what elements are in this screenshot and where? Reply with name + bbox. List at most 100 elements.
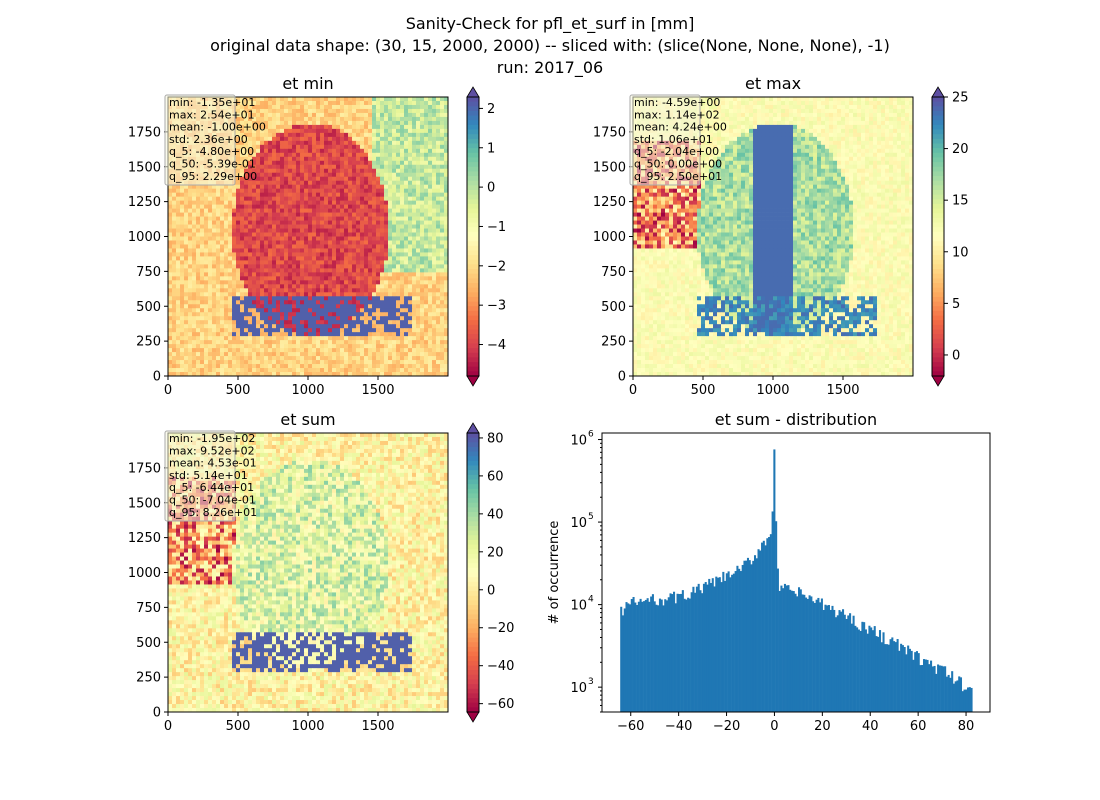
- heatmap-cell: [436, 236, 441, 241]
- heatmap-cell: [252, 140, 257, 146]
- heatmap-cell: [408, 200, 413, 205]
- heatmap-cell: [388, 292, 393, 297]
- heatmap-cell: [392, 188, 397, 194]
- heatmap-cell: [292, 288, 297, 293]
- heatmap-cell: [248, 232, 253, 237]
- heatmap-cell: [344, 152, 349, 158]
- heatmap-cell: [344, 128, 349, 134]
- heatmap-cell: [332, 168, 337, 174]
- heatmap-cell: [176, 268, 181, 273]
- heatmap-cell: [296, 320, 301, 325]
- heatmap-cell: [436, 292, 441, 297]
- heatmap-cell: [316, 188, 321, 194]
- heatmap-cell: [416, 176, 421, 182]
- heatmap-cell: [332, 328, 337, 333]
- heatmap-cell: [308, 260, 313, 265]
- heatmap-cell: [392, 304, 397, 309]
- heatmap-cell: [312, 116, 317, 122]
- heatmap-cell: [416, 224, 421, 229]
- heatmap-cell: [220, 236, 225, 241]
- heatmap-cell: [280, 188, 285, 194]
- heatmap-cell: [364, 308, 369, 313]
- heatmap-cell: [404, 316, 409, 321]
- heatmap-cell: [428, 212, 433, 217]
- heatmap-cell: [244, 348, 249, 353]
- heatmap-cell: [252, 112, 257, 118]
- heatmap-cell: [256, 344, 261, 349]
- heatmap-cell: [440, 252, 445, 257]
- heatmap-cell: [256, 128, 261, 134]
- heatmap-cell: [432, 372, 437, 377]
- heatmap-cell: [252, 160, 257, 166]
- heatmap-cell: [224, 280, 229, 285]
- heatmap-cell: [280, 228, 285, 233]
- heatmap-cell: [280, 240, 285, 245]
- heatmap-cell: [380, 240, 385, 245]
- heatmap-cell: [240, 236, 245, 241]
- heatmap-cell: [252, 176, 257, 182]
- heatmap-cell: [376, 152, 381, 158]
- heatmap-cell: [444, 284, 449, 289]
- heatmap-cell: [240, 124, 245, 130]
- heatmap-cell: [292, 156, 297, 162]
- heatmap-cell: [296, 324, 301, 329]
- heatmap-cell: [296, 248, 301, 253]
- heatmap-cell: [408, 240, 413, 245]
- heatmap-cell: [236, 156, 241, 162]
- heatmap-cell: [280, 304, 285, 309]
- heatmap-cell: [312, 352, 317, 357]
- heatmap-cell: [308, 284, 313, 289]
- heatmap-cell: [408, 232, 413, 237]
- heatmap-cell: [180, 260, 185, 265]
- heatmap-cell: [424, 224, 429, 229]
- heatmap-cell: [344, 192, 349, 197]
- heatmap-cell: [332, 288, 337, 293]
- heatmap-cell: [232, 208, 237, 213]
- heatmap-cell: [364, 320, 369, 325]
- heatmap-cell: [368, 224, 373, 229]
- heatmap-cell: [328, 244, 333, 249]
- heatmap-cell: [428, 208, 433, 213]
- heatmap-cell: [392, 312, 397, 317]
- heatmap-cell: [376, 168, 381, 174]
- heatmap-cell: [284, 316, 289, 321]
- heatmap-cell: [428, 224, 433, 229]
- heatmap-cell: [268, 168, 273, 174]
- heatmap-cell: [332, 232, 337, 237]
- heatmap-cell: [336, 248, 341, 253]
- heatmap-cell: [352, 168, 357, 174]
- heatmap-cell: [296, 112, 301, 118]
- heatmap-cell: [208, 212, 213, 217]
- heatmap-cell: [196, 244, 201, 249]
- heatmap-cell: [400, 108, 405, 114]
- heatmap-cell: [384, 344, 389, 349]
- heatmap-cell: [240, 308, 245, 313]
- heatmap-cell: [332, 176, 337, 182]
- heatmap-cell: [392, 124, 397, 130]
- heatmap-cell: [340, 268, 345, 273]
- heatmap-cell: [200, 248, 205, 253]
- heatmap-cell: [436, 260, 441, 265]
- colorbar-segment: [467, 106, 479, 112]
- heatmap-cell: [188, 232, 193, 237]
- heatmap-cell: [216, 292, 221, 297]
- heatmap-cell: [256, 136, 261, 142]
- heatmap-cell: [428, 328, 433, 333]
- heatmap-cell: [196, 204, 201, 209]
- heatmap-cell: [228, 300, 233, 305]
- heatmap-cell: [440, 108, 445, 114]
- heatmap-cell: [320, 236, 325, 241]
- heatmap-cell: [444, 232, 449, 237]
- heatmap-cell: [388, 112, 393, 118]
- heatmap-cell: [308, 204, 313, 209]
- heatmap-cell: [432, 168, 437, 174]
- heatmap-cell: [276, 212, 281, 217]
- heatmap-cell: [340, 272, 345, 277]
- heatmap-cell: [176, 292, 181, 297]
- colorbar-segment: [467, 283, 479, 289]
- heatmap-cell: [368, 136, 373, 142]
- heatmap-cell: [308, 288, 313, 293]
- heatmap-cell: [340, 324, 345, 329]
- heatmap-cell: [372, 320, 377, 325]
- heatmap-cell: [396, 97, 401, 102]
